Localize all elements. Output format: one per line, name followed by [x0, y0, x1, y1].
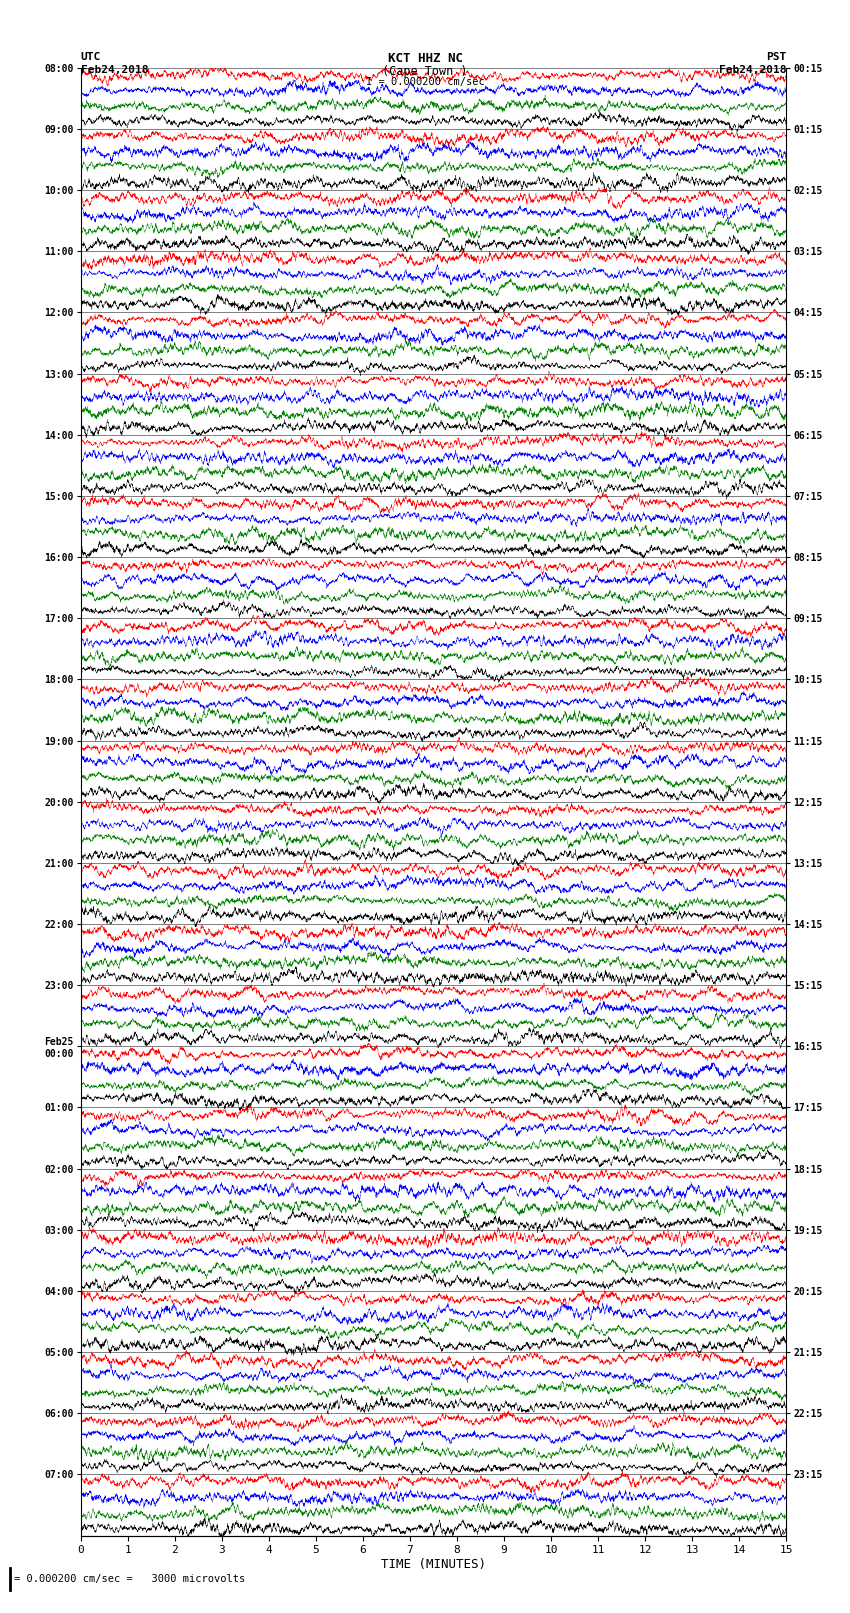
Text: Feb24,2018: Feb24,2018 [719, 65, 786, 74]
X-axis label: TIME (MINUTES): TIME (MINUTES) [381, 1558, 486, 1571]
Text: (Cape Town ): (Cape Town ) [382, 65, 468, 77]
Text: Feb24,2018: Feb24,2018 [81, 65, 148, 74]
Text: I = 0.000200 cm/sec: I = 0.000200 cm/sec [366, 77, 484, 87]
Text: PST: PST [766, 52, 786, 61]
Text: KCT HHZ NC: KCT HHZ NC [388, 52, 462, 65]
Text: = 0.000200 cm/sec =   3000 microvolts: = 0.000200 cm/sec = 3000 microvolts [14, 1574, 246, 1584]
Text: UTC: UTC [81, 52, 101, 61]
